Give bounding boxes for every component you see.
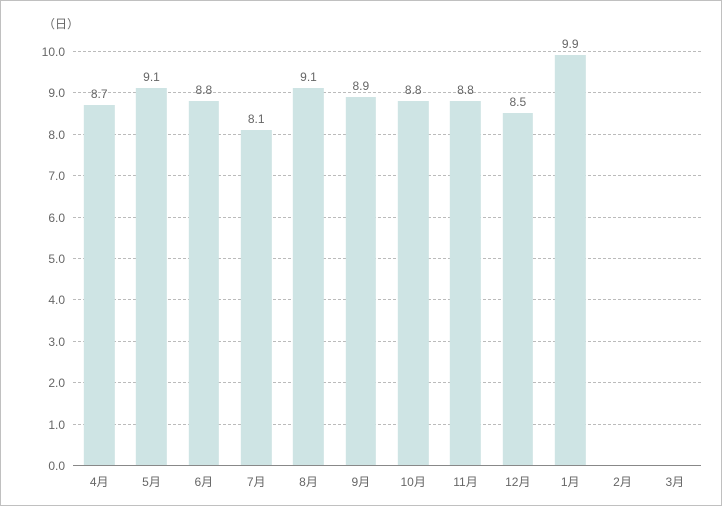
bar: 8.8 [450, 101, 480, 465]
x-tick-label: 8月 [299, 473, 318, 490]
y-tick-label: 9.0 [48, 86, 73, 100]
x-tick-label: 6月 [194, 473, 213, 490]
bar: 9.1 [136, 88, 166, 465]
y-tick-label: 3.0 [48, 335, 73, 349]
y-tick-label: 7.0 [48, 169, 73, 183]
bars: 8.74月9.15月8.86月8.17月9.18月8.99月8.810月8.81… [73, 51, 701, 465]
bar-slot: 8.512月 [492, 51, 544, 465]
x-tick-label: 5月 [142, 473, 161, 490]
bar: 9.1 [293, 88, 323, 465]
bar: 9.9 [555, 55, 585, 465]
bar: 8.8 [189, 101, 219, 465]
bar-slot: 8.86月 [178, 51, 230, 465]
bar: 8.7 [84, 105, 114, 465]
y-tick-label: 5.0 [48, 252, 73, 266]
y-tick-label: 1.0 [48, 418, 73, 432]
bar-value-label: 8.8 [457, 83, 474, 97]
bar-value-label: 9.1 [300, 70, 317, 84]
bar: 8.5 [503, 113, 533, 465]
bar: 8.1 [241, 130, 271, 465]
bar-value-label: 9.9 [562, 37, 579, 51]
x-tick-label: 11月 [453, 473, 477, 490]
x-tick-label: 7月 [247, 473, 266, 490]
bar-slot: 8.99月 [335, 51, 387, 465]
bar-value-label: 8.8 [195, 83, 212, 97]
bar-value-label: 8.9 [352, 79, 369, 93]
bar-value-label: 8.7 [91, 87, 108, 101]
x-tick-label: 9月 [351, 473, 370, 490]
bar-slot: 3月 [649, 51, 701, 465]
bar-slot: 8.811月 [439, 51, 491, 465]
bar: 8.9 [346, 97, 376, 465]
bar-slot: 2月 [596, 51, 648, 465]
y-tick-label: 0.0 [48, 459, 73, 473]
bar-slot: 8.810月 [387, 51, 439, 465]
bar-slot: 9.91月 [544, 51, 596, 465]
y-tick-label: 6.0 [48, 211, 73, 225]
x-tick-label: 12月 [505, 473, 530, 490]
x-tick-label: 3月 [665, 473, 684, 490]
y-tick-label: 4.0 [48, 293, 73, 307]
plot-area: 0.01.02.03.04.05.06.07.08.09.010.0 8.74月… [73, 51, 701, 465]
bar-value-label: 8.1 [248, 112, 265, 126]
y-axis-unit-label: （日） [43, 15, 79, 32]
bar-slot: 8.74月 [73, 51, 125, 465]
bar-slot: 9.18月 [282, 51, 334, 465]
x-tick-label: 2月 [613, 473, 632, 490]
x-tick-label: 1月 [561, 473, 580, 490]
y-tick-label: 2.0 [48, 376, 73, 390]
x-tick-label: 10月 [400, 473, 425, 490]
bar-slot: 9.15月 [125, 51, 177, 465]
bar: 8.8 [398, 101, 428, 465]
y-tick-label: 8.0 [48, 128, 73, 142]
bar-value-label: 8.8 [405, 83, 422, 97]
grid-line: 0.0 [73, 465, 701, 466]
y-tick-label: 10.0 [42, 45, 73, 59]
bar-value-label: 9.1 [143, 70, 160, 84]
bar-value-label: 8.5 [509, 95, 526, 109]
x-tick-label: 4月 [90, 473, 109, 490]
bar-slot: 8.17月 [230, 51, 282, 465]
chart-container: （日） 0.01.02.03.04.05.06.07.08.09.010.0 8… [0, 0, 722, 506]
